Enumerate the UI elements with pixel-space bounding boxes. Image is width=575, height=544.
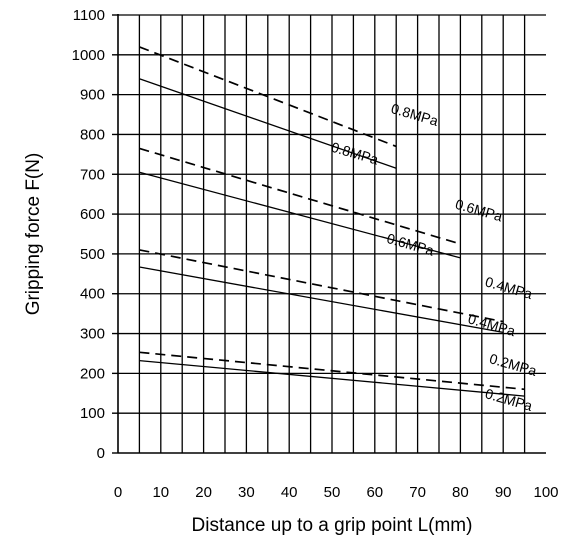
series-annotation: 0.2MPa: [488, 350, 539, 379]
y-tick-label: 0: [97, 445, 105, 462]
x-tick-labels: 0 10 20 30 40 50 60 70 80 90 100: [114, 484, 559, 501]
x-tick-label: 30: [238, 484, 255, 501]
grid-lines: [118, 14, 546, 453]
series-annotation: 0.2MPa: [483, 385, 534, 414]
y-tick-label: 1100: [73, 7, 105, 24]
series-annotation: 0.4MPa: [483, 273, 534, 302]
x-axis-label: Distance up to a grip point L(mm): [192, 515, 473, 536]
y-tick-label: 500: [80, 246, 105, 263]
series-line-solid-0_2MPa: [139, 359, 525, 397]
series-line-dashed-0_4MPa: [139, 249, 504, 323]
series-lines: [139, 46, 525, 397]
y-tick-label: 200: [80, 365, 105, 382]
x-tick-label: 10: [152, 484, 169, 501]
y-tick-label: 900: [80, 87, 105, 104]
x-tick-label: 60: [366, 484, 383, 501]
y-axis-label: Gripping force F(N): [23, 153, 44, 316]
series-line-dashed-0_2MPa: [139, 351, 525, 391]
series-annotation: 0.8MPa: [389, 100, 440, 129]
axes: [112, 14, 546, 454]
series-line-dashed-0_8MPa: [139, 46, 397, 148]
series-line-solid-0_8MPa: [139, 78, 397, 169]
series-annotation: 0.8MPa: [329, 139, 380, 168]
x-tick-label: 0: [114, 484, 122, 501]
y-tick-label: 100: [80, 405, 105, 422]
x-tick-label: 80: [452, 484, 469, 501]
y-tick-label: 1000: [72, 47, 105, 64]
series-line-dashed-0_6MPa: [139, 147, 461, 245]
series-annotation: 0.6MPa: [454, 196, 505, 225]
x-tick-label: 40: [281, 484, 298, 501]
y-tick-label: 700: [80, 166, 105, 183]
series-line-solid-0_4MPa: [139, 266, 504, 334]
x-tick-label: 100: [533, 484, 558, 501]
series-annotations: 0.8MPa0.8MPa0.6MPa0.6MPa0.4MPa0.4MPa0.2M…: [329, 100, 538, 414]
x-tick-label: 50: [324, 484, 341, 501]
series-line-solid-0_6MPa: [139, 171, 461, 259]
y-tick-label: 400: [80, 286, 105, 303]
x-tick-label: 70: [409, 484, 426, 501]
series-annotation: 0.4MPa: [466, 310, 517, 339]
y-tick-label: 600: [80, 206, 105, 223]
y-tick-label: 300: [80, 326, 105, 343]
x-tick-label: 20: [195, 484, 212, 501]
y-tick-label: 800: [80, 126, 105, 143]
y-tick-labels: 0 100 200 300 400 500 600 700 800 900 1000 1100: [72, 7, 105, 462]
x-tick-label: 90: [495, 484, 512, 501]
